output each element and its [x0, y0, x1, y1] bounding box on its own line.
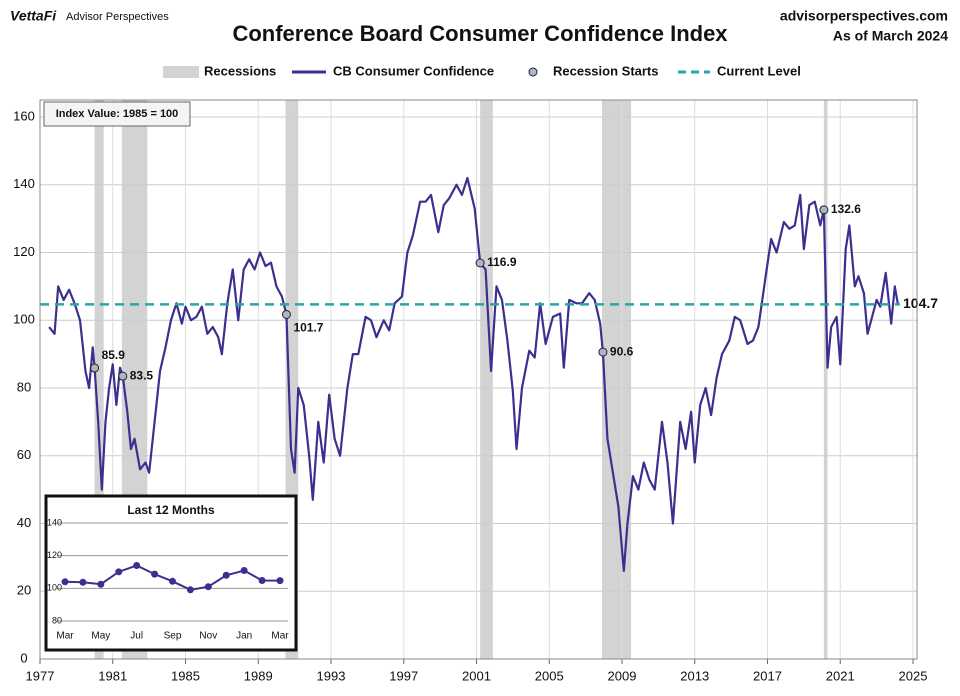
note-box [43, 101, 191, 127]
inset-y-tick-label: 80 [52, 615, 62, 625]
inset-point [204, 583, 212, 591]
x-tick-label: 1977 [26, 668, 55, 683]
x-tick-label: 1989 [244, 668, 273, 683]
inset-point [151, 570, 159, 578]
y-tick-label: 20 [17, 583, 31, 598]
legend-label: Recessions [204, 63, 276, 78]
inset-x-tick-label: Mar [56, 631, 74, 642]
recession-band [823, 100, 828, 659]
data-label: 83.5 [130, 368, 154, 382]
y-tick-label: 140 [13, 176, 35, 191]
inset-point [276, 577, 284, 585]
inset-title: Last 12 Months [127, 503, 215, 517]
current-level-label: 104.7 [903, 295, 938, 311]
inset-x-tick-label: Jan [236, 631, 252, 642]
x-tick-label: 1997 [389, 668, 418, 683]
inset-point [61, 578, 69, 586]
data-label: 85.9 [102, 348, 126, 362]
series-line [48, 176, 899, 573]
recession-start [819, 205, 829, 215]
inset-point [79, 578, 87, 586]
inset-point [186, 586, 194, 594]
inset-frame [44, 494, 298, 652]
legend-label: Recession Starts [553, 63, 659, 78]
y-tick-label: 100 [13, 312, 35, 327]
legend-swatch [163, 66, 199, 78]
legend: Recessions CB Consumer Confidence Recess… [163, 63, 801, 78]
recession-band [480, 100, 493, 659]
x-tick-label: 2025 [899, 668, 928, 683]
y-tick-label: 60 [17, 447, 31, 462]
x-tick-label: 1993 [317, 668, 346, 683]
x-tick-label: 2013 [680, 668, 709, 683]
recession-start [90, 363, 100, 373]
recession-start [475, 258, 485, 268]
brand: VettaFi [10, 8, 57, 24]
recession-band [601, 100, 632, 659]
inset-point [133, 561, 141, 569]
inset-y-tick-label: 100 [47, 583, 62, 593]
recession-start [281, 309, 291, 319]
x-tick-label: 1981 [98, 668, 127, 683]
y-tick-label: 40 [17, 515, 31, 530]
legend-swatch [528, 67, 538, 77]
recession-start [118, 371, 128, 381]
inset-point [258, 576, 266, 584]
y-tick-label: 0 [20, 650, 27, 665]
data-label: 101.7 [293, 321, 323, 335]
inset-point [240, 567, 248, 575]
chart-title: Conference Board Consumer Confidence Ind… [232, 21, 728, 46]
brand-sub: Advisor Perspectives [66, 11, 169, 23]
inset-y-tick-label: 140 [47, 517, 62, 527]
inset-point [222, 571, 230, 579]
x-tick-label: 2021 [826, 668, 855, 683]
x-tick-label: 2017 [753, 668, 782, 683]
inset-plot: 80 100 120 140 Mar May Jul Sep Nov Jan Mar [47, 517, 289, 641]
data-label: 90.6 [610, 344, 634, 358]
recession-start [598, 347, 608, 357]
as-of: As of March 2024 [833, 28, 948, 44]
inset-point [97, 580, 105, 588]
inset-x-tick-label: May [91, 631, 110, 642]
x-tick-label: 2009 [608, 668, 637, 683]
inset-x-tick-label: Mar [271, 631, 289, 642]
recession-band [94, 100, 104, 659]
x-tick-label: 1985 [171, 668, 200, 683]
site: advisorperspectives.com [780, 8, 948, 24]
inset-y-tick-label: 120 [47, 550, 62, 560]
x-tick-label: 2005 [535, 668, 564, 683]
note: Index Value: 1985 = 100 [56, 108, 179, 120]
y-tick-label: 160 [13, 108, 35, 123]
x-tick-label: 2001 [462, 668, 491, 683]
inset-point [115, 568, 123, 576]
data-label: 116.9 [487, 255, 517, 269]
data-label: 132.6 [831, 202, 861, 216]
legend-label: CB Consumer Confidence [333, 63, 494, 78]
inset-x-tick-label: Jul [130, 631, 143, 642]
inset-point [169, 577, 176, 585]
plot-frame [39, 99, 918, 660]
y-tick-label: 120 [13, 244, 35, 259]
legend-label: Current Level [717, 63, 801, 78]
y-tick-label: 80 [17, 379, 31, 394]
inset-x-tick-label: Sep [164, 631, 182, 642]
inset-x-tick-label: Nov [199, 631, 217, 642]
